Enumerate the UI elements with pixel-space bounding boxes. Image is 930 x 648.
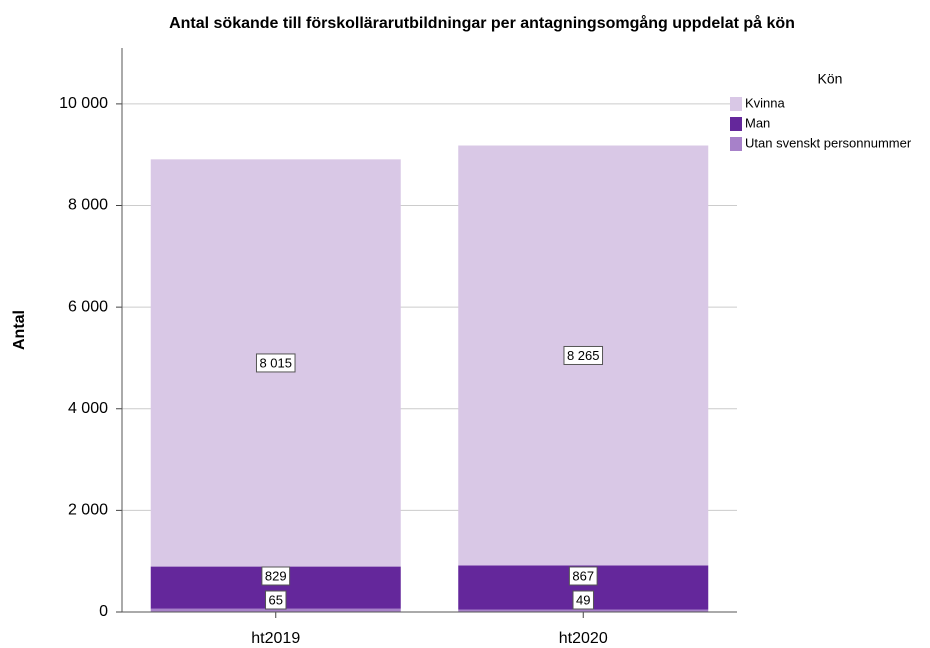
x-tick-label: ht2019 — [251, 630, 300, 647]
y-tick-label: 4 000 — [68, 400, 108, 417]
data-label-box — [265, 590, 287, 610]
legend-swatch — [730, 117, 742, 131]
bar-segment — [150, 608, 401, 612]
data-label-box — [563, 345, 604, 365]
y-tick-label: 2 000 — [68, 502, 108, 519]
data-label-box — [261, 566, 291, 586]
y-tick-label: 6 000 — [68, 298, 108, 315]
legend-label: Kvinna — [745, 95, 786, 110]
data-label-box — [568, 566, 598, 586]
data-label: 65 — [269, 592, 283, 607]
data-label: 49 — [576, 592, 590, 607]
x-tick-label: ht2020 — [559, 630, 608, 647]
data-label: 829 — [265, 568, 287, 583]
legend-swatch — [730, 137, 742, 151]
y-axis-title: Antal — [11, 310, 28, 350]
chart-title: Antal sökande till förskollärarutbildnin… — [169, 14, 795, 32]
legend-title: Kön — [818, 71, 843, 87]
y-tick-label: 0 — [99, 603, 108, 620]
y-tick-label: 10 000 — [59, 95, 108, 112]
y-tick-label: 8 000 — [68, 197, 108, 214]
data-label-box — [572, 590, 594, 610]
legend-swatch — [730, 97, 742, 111]
legend-label: Utan svenskt personnummer — [745, 135, 912, 150]
bar-segment — [458, 609, 709, 612]
legend-label: Man — [745, 115, 770, 130]
data-label: 8 015 — [259, 355, 292, 370]
data-label: 867 — [572, 568, 594, 583]
data-label-box — [255, 353, 296, 373]
data-label: 8 265 — [567, 348, 600, 363]
